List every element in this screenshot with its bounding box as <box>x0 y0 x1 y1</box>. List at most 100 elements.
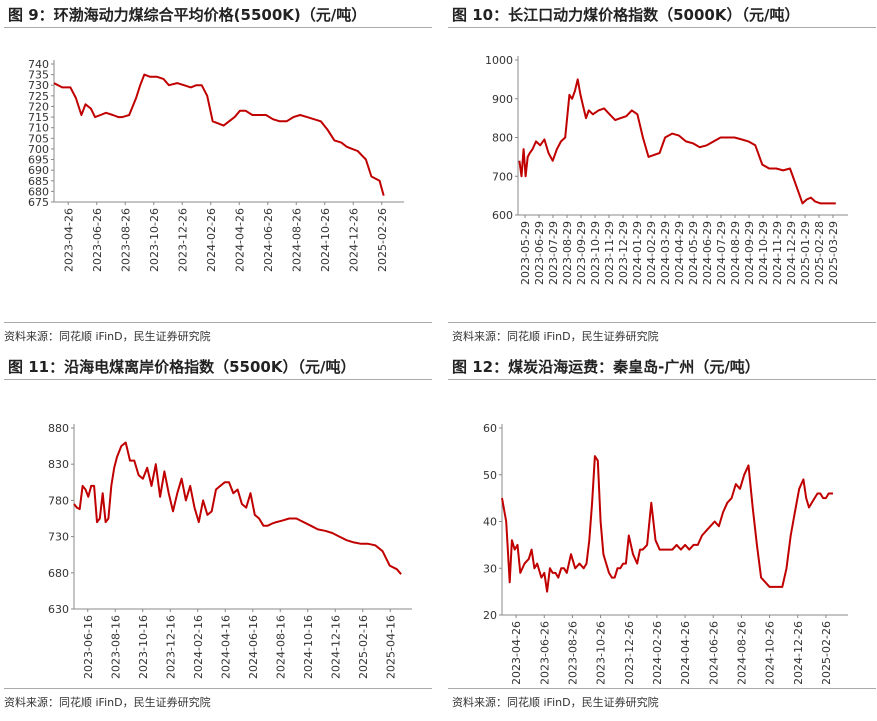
x-tick-label: 2024-08-16 <box>274 615 287 679</box>
x-tick-label: 2023-08-26 <box>566 621 579 684</box>
y-tick-label: 40 <box>483 516 497 529</box>
y-tick-label: 700 <box>28 143 49 156</box>
x-tick-label: 2023-11-29 <box>603 221 616 285</box>
y-tick-label: 30 <box>483 562 497 575</box>
y-tick-label: 725 <box>28 90 49 103</box>
x-tick-label: 2024-01-29 <box>631 221 644 285</box>
x-tick-label: 2025-04-16 <box>384 615 397 679</box>
x-tick-label: 2023-12-16 <box>164 615 177 679</box>
x-tick-label: 2025-02-26 <box>376 208 389 272</box>
x-tick-label: 2024-05-29 <box>687 221 700 285</box>
x-tick-label: 2023-06-26 <box>91 208 104 272</box>
x-tick-label: 2023-12-26 <box>176 208 189 272</box>
x-tick-label: 2024-04-26 <box>233 208 246 272</box>
x-tick-label: 2024-12-26 <box>792 621 805 684</box>
y-tick-label: 20 <box>483 609 497 622</box>
x-tick-label: 2023-06-26 <box>538 621 551 684</box>
x-tick-label: 2024-10-26 <box>319 208 332 272</box>
y-tick-label: 630 <box>48 603 69 616</box>
divider <box>448 688 876 689</box>
x-tick-label: 2023-10-16 <box>137 615 150 679</box>
y-tick-label: 740 <box>28 58 49 71</box>
x-tick-label: 2023-08-16 <box>109 615 122 679</box>
x-tick-label: 2024-12-16 <box>329 615 342 679</box>
y-tick-label: 60 <box>483 422 497 435</box>
y-tick-label: 880 <box>48 422 69 435</box>
x-tick-label: 2024-10-16 <box>302 615 315 679</box>
y-tick-label: 680 <box>48 567 69 580</box>
divider <box>4 688 432 689</box>
line-chart-fig9: 6756806856906957007057107157207257307357… <box>28 58 404 272</box>
x-tick-label: 2024-12-29 <box>785 221 798 285</box>
x-tick-label: 2024-06-26 <box>707 621 720 684</box>
x-tick-label: 2023-09-29 <box>575 221 588 285</box>
y-tick-label: 800 <box>492 132 513 145</box>
y-tick-label: 730 <box>48 531 69 544</box>
y-tick-label: 680 <box>28 185 49 198</box>
y-tick-label: 720 <box>28 100 49 113</box>
x-tick-label: 2023-06-16 <box>82 615 95 679</box>
y-tick-label: 1000 <box>485 54 513 67</box>
x-tick-label: 2024-07-29 <box>715 221 728 285</box>
x-tick-label: 2023-04-26 <box>62 208 75 272</box>
x-tick-label: 2023-10-26 <box>595 621 608 684</box>
x-tick-label: 2024-12-26 <box>347 208 360 272</box>
chart-title: 图 12：煤炭沿海运费：秦皇岛-广州（元/吨） <box>448 354 876 380</box>
line-chart-fig12: 20 30 40 50 60 2023-04-26 2023-06-26 2023-08-26… <box>483 422 848 684</box>
y-tick-label: 830 <box>48 458 69 471</box>
x-tick-label: 2023-04-26 <box>510 621 523 684</box>
y-tick-label: 600 <box>492 209 513 222</box>
x-tick-label: 2024-02-26 <box>651 621 664 684</box>
series-line <box>501 455 833 593</box>
y-tick-label: 780 <box>48 494 69 507</box>
x-tick-label: 2023-07-29 <box>547 221 560 285</box>
x-tick-label: 2024-06-29 <box>701 221 714 285</box>
y-tick-label: 50 <box>483 469 497 482</box>
x-tick-label: 2024-11-29 <box>771 221 784 285</box>
y-tick-label: 730 <box>28 79 49 92</box>
y-tick-label: 705 <box>28 132 49 145</box>
x-tick-label: 2024-04-16 <box>219 615 232 679</box>
x-tick-label: 2023-05-29 <box>519 221 532 285</box>
x-tick-label: 2024-10-29 <box>757 221 770 285</box>
x-tick-label: 2024-04-29 <box>673 221 686 285</box>
x-tick-label: 2025-02-28 <box>813 221 826 285</box>
divider <box>448 322 876 323</box>
x-tick-label: 2024-02-26 <box>205 208 218 272</box>
x-tick-label: 2024-02-29 <box>645 221 658 285</box>
x-tick-label: 2025-01-29 <box>799 221 812 285</box>
x-tick-label: 2023-06-29 <box>533 221 546 285</box>
x-tick-label: 2023-08-26 <box>119 208 132 272</box>
line-chart-fig11: 630 680 730 780 830 880 2023-06-16 2023-08-16 20… <box>48 422 412 679</box>
x-tick-label: 2025-02-16 <box>357 615 370 679</box>
y-tick-label: 695 <box>28 154 49 167</box>
y-tick-label: 710 <box>28 122 49 135</box>
series-line <box>518 78 836 205</box>
series-line <box>53 73 385 196</box>
x-tick-label: 2024-08-26 <box>290 208 303 272</box>
x-tick-label: 2024-06-26 <box>262 208 275 272</box>
y-tick-label: 690 <box>28 164 49 177</box>
x-tick-label: 2024-03-29 <box>659 221 672 285</box>
x-tick-label: 2024-08-29 <box>729 221 742 285</box>
chart-title: 图 10：长江口动力煤价格指数（5000K）（元/吨） <box>448 2 876 28</box>
x-tick-label: 2024-10-26 <box>764 621 777 684</box>
divider <box>4 322 432 323</box>
x-tick-label: 2023-10-29 <box>589 221 602 285</box>
source-note: 资料来源：同花顺 iFinD，民生证券研究院 <box>452 330 659 343</box>
source-note: 资料来源：同花顺 iFinD，民生证券研究院 <box>4 696 211 709</box>
x-tick-label: 2025-02-26 <box>820 621 833 684</box>
chart-title: 图 11：沿海电煤离岸价格指数（5500K）（元/吨） <box>4 354 432 380</box>
x-tick-label: 2024-06-16 <box>247 615 260 679</box>
x-tick-label: 2023-08-29 <box>561 221 574 285</box>
x-tick-label: 2024-02-16 <box>192 615 205 679</box>
x-tick-label: 2023-10-26 <box>148 208 161 272</box>
y-tick-label: 735 <box>28 69 49 82</box>
series-line <box>73 441 402 575</box>
chart-title: 图 9：环渤海动力煤综合平均价格(5500K)（元/吨） <box>4 2 432 28</box>
y-tick-label: 715 <box>28 111 49 124</box>
y-tick-label: 675 <box>28 196 49 209</box>
x-tick-label: 2025-03-29 <box>827 221 840 285</box>
x-tick-label: 2023-12-26 <box>623 621 636 684</box>
